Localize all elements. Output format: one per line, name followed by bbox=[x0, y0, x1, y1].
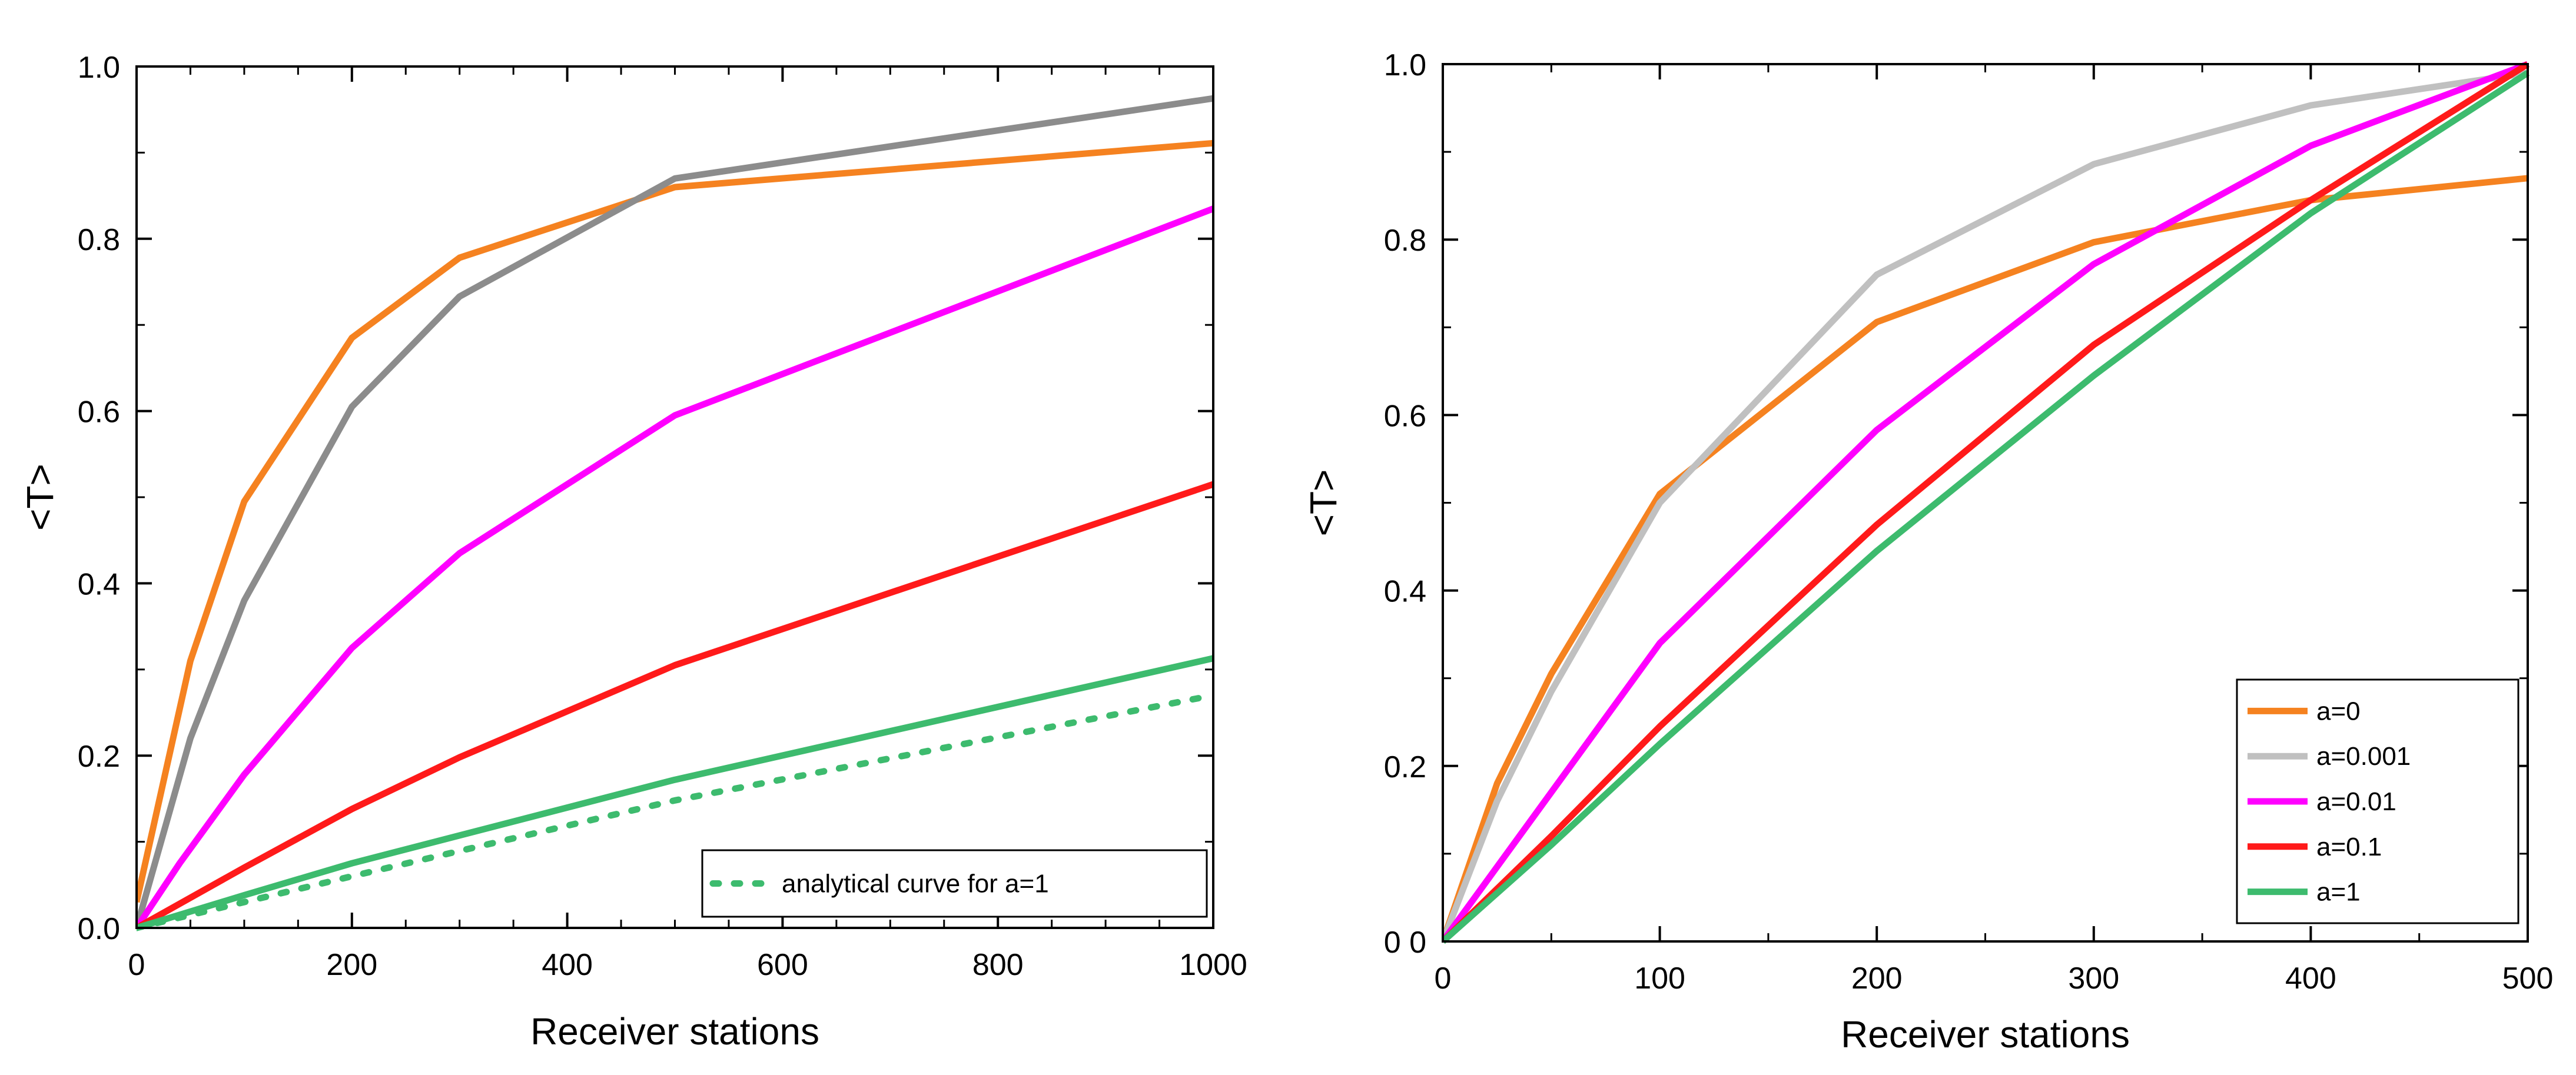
legend: a=0 a=0.001 a=0.01 a=0.1 a=1 bbox=[2236, 678, 2519, 924]
x-tick-label: 1000 bbox=[1179, 948, 1247, 982]
x-tick-label: 400 bbox=[2285, 961, 2336, 996]
legend-label: a=0.1 bbox=[2316, 833, 2382, 861]
series-line-a-1 bbox=[137, 655, 1214, 931]
legend-label: a=1 bbox=[2316, 878, 2361, 907]
y-axis-label: <T> bbox=[19, 464, 61, 531]
x-tick-label: 500 bbox=[2502, 961, 2554, 996]
series-line-a-0-01 bbox=[137, 205, 1214, 930]
y-axis-label: <T> bbox=[1302, 470, 1345, 537]
y-tick-label: 0.6 bbox=[1384, 399, 1426, 433]
x-tick-label: 800 bbox=[972, 948, 1024, 982]
y-tick-label: 0.4 bbox=[1384, 575, 1426, 609]
series-line-a-1 bbox=[1443, 70, 2529, 944]
y-tick-label: 0.4 bbox=[78, 567, 120, 601]
x-tick-label: 400 bbox=[542, 948, 593, 982]
series-line-a-0 bbox=[1443, 175, 2528, 943]
x-axis-label: Receiver stations bbox=[1841, 1013, 2130, 1056]
legend-label: a=0.01 bbox=[2316, 787, 2396, 816]
chart-2: 0 100 200 300 400 500 0 0 0.2 0.4 0.6 0.8 1.0 Receiv… bbox=[1302, 48, 2553, 1056]
y-tick-label: 1.0 bbox=[1384, 48, 1426, 82]
series-line-a-0-001 bbox=[137, 95, 1214, 929]
x-axis-label: Receiver stations bbox=[530, 1010, 819, 1053]
legend-label: a=0 bbox=[2316, 697, 2361, 725]
y-tick-label: 0.2 bbox=[78, 740, 120, 774]
y-tick-label: 0.2 bbox=[1384, 750, 1426, 784]
legend: analytical curve for a=1 bbox=[701, 849, 1208, 918]
x-tick-label: 100 bbox=[1634, 961, 1685, 996]
x-tick-label: 300 bbox=[2068, 961, 2119, 996]
x-tick-label: 200 bbox=[326, 948, 377, 982]
series-line-a-0-1 bbox=[137, 481, 1214, 931]
x-tick-label: 200 bbox=[1851, 961, 1903, 996]
y-tick-label: 0.8 bbox=[1384, 224, 1426, 258]
x-tick-label: 0 bbox=[128, 948, 145, 982]
y-tick-label: 1.0 bbox=[78, 51, 120, 85]
x-tick-label: 0 bbox=[1435, 961, 1452, 996]
y-tick-label: 0.0 bbox=[78, 912, 120, 946]
series-line-a-0-1 bbox=[1443, 61, 2529, 944]
x-tick-label: 600 bbox=[757, 948, 808, 982]
y-tick-label: 0.6 bbox=[78, 395, 120, 430]
series-line-a-0 bbox=[137, 139, 1214, 903]
legend-label: analytical curve for a=1 bbox=[782, 870, 1049, 898]
series-line-a-0-001 bbox=[1443, 69, 2528, 943]
legend-box bbox=[701, 849, 1208, 918]
y-tick-label: 0.8 bbox=[78, 223, 120, 257]
chart-1: 0 200 400 600 800 1000 0.0 0.2 0.4 0.6 0.8 1.0 Recei… bbox=[19, 51, 1247, 1053]
y-tick-label: 0 0 bbox=[1384, 926, 1426, 960]
legend-label: a=0.001 bbox=[2316, 742, 2411, 771]
series-line-a-0-01 bbox=[1443, 61, 2529, 944]
